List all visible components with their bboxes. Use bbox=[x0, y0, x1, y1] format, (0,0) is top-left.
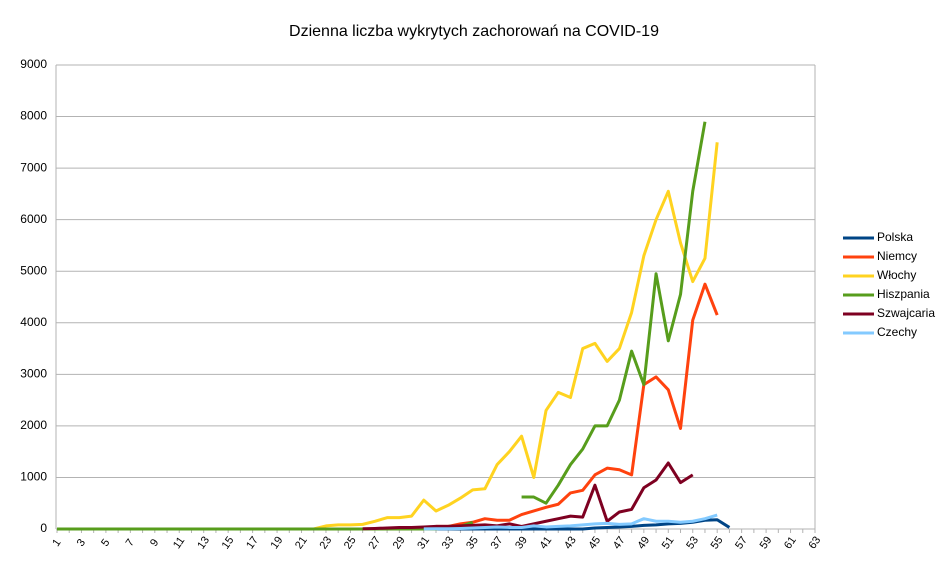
x-tick-label: 9 bbox=[148, 537, 161, 549]
legend-label: Polska bbox=[877, 230, 913, 244]
x-tick-label: 13 bbox=[195, 534, 212, 551]
x-tick-label: 33 bbox=[440, 534, 457, 551]
x-tick-label: 47 bbox=[611, 534, 628, 551]
y-tick-label: 3000 bbox=[20, 367, 47, 381]
legend-label: Szwajcaria bbox=[877, 306, 935, 320]
x-tick-label: 3 bbox=[75, 537, 88, 549]
x-tick-label: 43 bbox=[562, 534, 579, 551]
x-tick-label: 63 bbox=[806, 534, 823, 551]
x-tick-label: 15 bbox=[220, 534, 237, 551]
legend-label: Czechy bbox=[877, 325, 917, 339]
x-tick-label: 17 bbox=[244, 534, 261, 551]
chart-title: Dzienna liczba wykrytych zachorowań na C… bbox=[289, 23, 659, 40]
x-tick-label: 55 bbox=[709, 534, 726, 551]
x-tick-label: 61 bbox=[782, 534, 799, 551]
y-tick-label: 6000 bbox=[20, 212, 47, 226]
legend-label: Niemcy bbox=[877, 249, 917, 263]
y-tick-label: 8000 bbox=[20, 109, 47, 123]
x-tick-label: 37 bbox=[489, 534, 506, 551]
y-tick-label: 7000 bbox=[20, 160, 47, 174]
series-line bbox=[57, 121, 707, 531]
y-tick-label: 0 bbox=[40, 521, 47, 535]
series-line bbox=[423, 513, 718, 531]
x-tick-label: 51 bbox=[660, 534, 677, 551]
x-tick-label: 59 bbox=[758, 534, 775, 551]
x-tick-label: 11 bbox=[171, 535, 187, 551]
series-line bbox=[362, 461, 694, 531]
x-tick-label: 31 bbox=[415, 534, 432, 551]
y-tick-label: 2000 bbox=[20, 418, 47, 432]
x-tick-label: 19 bbox=[269, 534, 286, 551]
y-tick-label: 4000 bbox=[20, 315, 47, 329]
x-tick-label: 27 bbox=[366, 534, 383, 551]
x-tick-label: 7 bbox=[124, 537, 137, 549]
legend-label: Hiszpania bbox=[877, 287, 930, 301]
x-tick-label: 21 bbox=[293, 534, 310, 551]
x-tick-label: 35 bbox=[464, 534, 481, 551]
x-tick-label: 23 bbox=[317, 534, 334, 551]
legend-label: Włochy bbox=[877, 268, 916, 282]
x-tick-label: 25 bbox=[342, 534, 359, 551]
x-tick-label: 53 bbox=[684, 534, 701, 551]
x-tick-label: 39 bbox=[513, 534, 530, 551]
y-tick-label: 9000 bbox=[20, 57, 47, 71]
x-tick-label: 57 bbox=[733, 534, 750, 551]
x-tick-label: 41 bbox=[538, 534, 555, 551]
x-tick-label: 1 bbox=[50, 537, 63, 549]
x-tick-label: 29 bbox=[391, 534, 408, 551]
x-tick-label: 45 bbox=[586, 534, 603, 551]
y-tick-label: 1000 bbox=[20, 470, 47, 484]
x-tick-label: 49 bbox=[635, 534, 652, 551]
x-tick-label: 5 bbox=[99, 537, 112, 549]
y-tick-label: 5000 bbox=[20, 263, 47, 277]
